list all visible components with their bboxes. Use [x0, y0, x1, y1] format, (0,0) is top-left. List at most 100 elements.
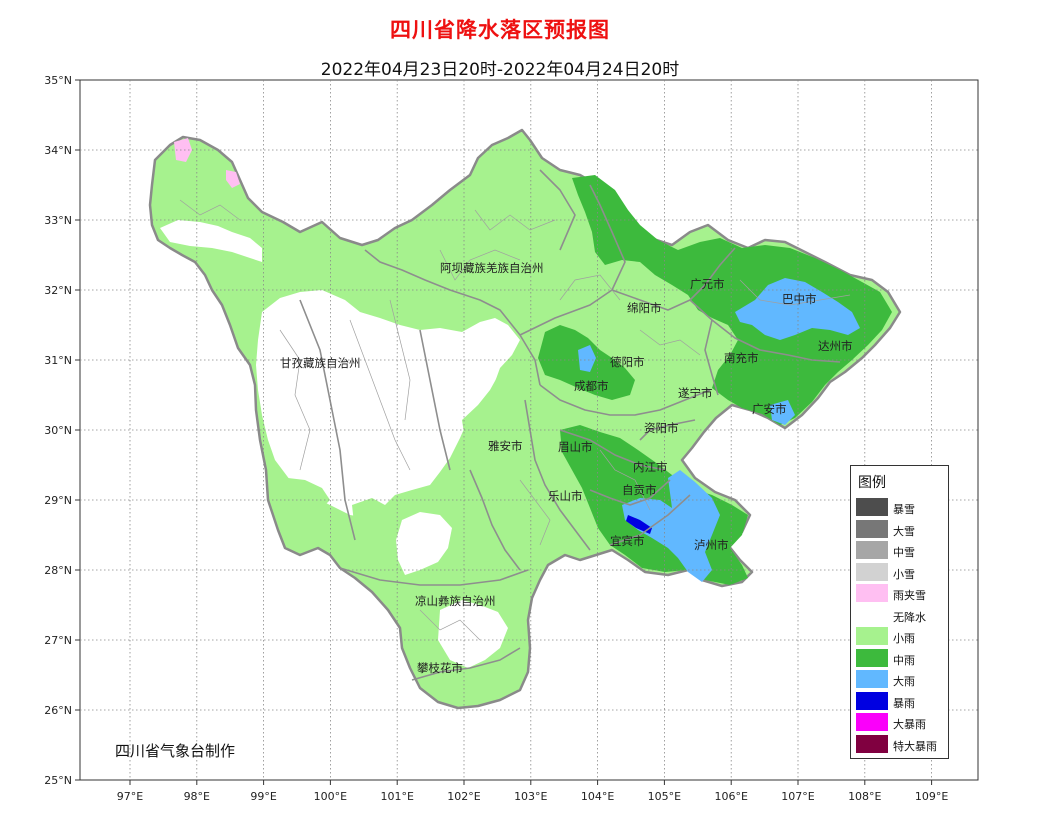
legend-swatch [856, 605, 888, 624]
forecast-period: 2022年04月23日20时-2022年04月24日20时 [320, 60, 680, 80]
legend-item: 小雨 [856, 627, 948, 647]
region-label: 乐山市 [548, 489, 583, 503]
legend-item: 中雨 [856, 648, 948, 669]
y-tick-label: 28°N [44, 564, 72, 577]
x-tick-label: 97°E [117, 790, 143, 803]
legend-label: 无降水 [893, 610, 926, 624]
x-tick-label: 98°E [184, 790, 210, 803]
legend-label: 暴雪 [893, 503, 915, 516]
x-tick-label: 105°E [648, 790, 681, 803]
legend-item: 雨夹雪 [856, 584, 948, 604]
region-label: 成都市 [574, 379, 609, 393]
legend-title: 图例 [858, 475, 886, 491]
legend-swatch [856, 627, 888, 645]
region-label: 绵阳市 [627, 301, 662, 315]
x-tick-label: 101°E [380, 790, 413, 803]
area-heavy-rain-bazhong [735, 278, 860, 340]
area-no-precip-nw [160, 220, 262, 262]
area-light-rain-west [270, 478, 330, 520]
region-label: 内江市 [633, 460, 668, 474]
region-label: 攀枝花市 [417, 661, 463, 675]
legend-swatch [856, 584, 888, 602]
region-label: 宜宾市 [610, 534, 645, 548]
y-tick-label: 32°N [44, 284, 72, 297]
county-boundaries [179, 199, 851, 641]
region-label: 眉山市 [558, 440, 593, 454]
y-tick-label: 29°N [44, 494, 72, 507]
y-tick-label: 25°N [44, 774, 72, 787]
legend-item: 小雪 [856, 562, 948, 583]
region-label: 广安市 [752, 402, 787, 416]
legend-swatch [856, 541, 888, 559]
legend-label: 中雪 [893, 546, 915, 559]
legend-item: 大雪 [856, 519, 948, 540]
legend-label: 大雨 [893, 675, 915, 688]
y-tick-label: 34°N [44, 144, 72, 157]
area-no-precip-west [256, 290, 520, 518]
legend-item: 大暴雨 [856, 713, 948, 733]
area-light-rain-east-of-ganzi [462, 360, 525, 450]
region-label: 南充市 [724, 351, 759, 365]
area-no-precip-south [396, 512, 452, 575]
y-tick-label: 31°N [44, 354, 72, 367]
x-tick-label: 106°E [714, 790, 747, 803]
region-label: 巴中市 [782, 292, 817, 306]
legend-label: 中雨 [893, 653, 915, 667]
area-light-rain-mid [352, 498, 392, 540]
region-label: 凉山彝族自治州 [415, 594, 496, 608]
legend-item: 特大暴雨 [856, 734, 948, 755]
area-moderate-rain-north [572, 175, 892, 425]
region-label: 达州市 [818, 339, 853, 353]
legend-swatch [856, 519, 888, 538]
axis-ticks [75, 79, 933, 785]
legend-item: 中雪 [856, 541, 948, 561]
area-rainstorm [626, 515, 652, 534]
legend-label: 大雪 [893, 524, 915, 538]
region-label: 雅安市 [488, 439, 523, 453]
region-label: 泸州市 [694, 538, 729, 552]
legend-label: 小雪 [893, 567, 915, 581]
area-heavy-rain-yibin [622, 470, 720, 582]
x-tick-label: 108°E [848, 790, 881, 803]
legend-swatch [856, 713, 888, 731]
area-no-precip-south2 [438, 600, 508, 668]
region-label: 德阳市 [610, 355, 645, 369]
x-tick-label: 103°E [514, 790, 547, 803]
map-title: 四川省降水落区预报图 [390, 18, 610, 42]
y-tick-label: 35°N [44, 74, 72, 87]
credit-text: 四川省气象台制作 [115, 742, 236, 760]
gridlines [80, 80, 978, 780]
legend-label: 特大暴雨 [893, 739, 937, 753]
legend-item: 暴雨 [856, 691, 948, 712]
legend-swatch [856, 691, 888, 710]
y-tick-label: 26°N [44, 704, 72, 717]
legend-swatch [856, 648, 888, 667]
legend-swatch [856, 670, 888, 688]
area-heavy-rain-sm [578, 345, 596, 372]
legend-item: 无降水 [856, 605, 948, 626]
y-tick-label: 27°N [44, 634, 72, 647]
x-tick-label: 104°E [581, 790, 614, 803]
legend-label: 小雨 [893, 632, 915, 645]
legend-label: 暴雨 [893, 696, 915, 710]
legend-label: 雨夹雪 [893, 589, 926, 602]
region-label: 遂宁市 [678, 386, 713, 400]
legend-swatch [856, 562, 888, 581]
region-label: 资阳市 [644, 421, 679, 435]
x-tick-label: 99°E [250, 790, 276, 803]
y-tick-label: 33°N [44, 214, 72, 227]
area-sleet-2 [226, 170, 240, 188]
x-tick-label: 100°E [314, 790, 347, 803]
legend-item: 暴雪 [856, 498, 948, 518]
area-heavy-rain-guangan [770, 400, 795, 425]
y-tick-label: 30°N [44, 424, 72, 437]
region-label: 阿坝藏族羌族自治州 [440, 261, 544, 275]
area-sleet-1 [174, 138, 192, 162]
legend-swatch [856, 734, 888, 753]
region-label: 自贡市 [622, 483, 657, 497]
legend-swatch [856, 498, 888, 516]
region-label: 广元市 [690, 277, 725, 291]
legend-label: 大暴雨 [893, 718, 926, 731]
legend-item: 大雨 [856, 670, 948, 690]
